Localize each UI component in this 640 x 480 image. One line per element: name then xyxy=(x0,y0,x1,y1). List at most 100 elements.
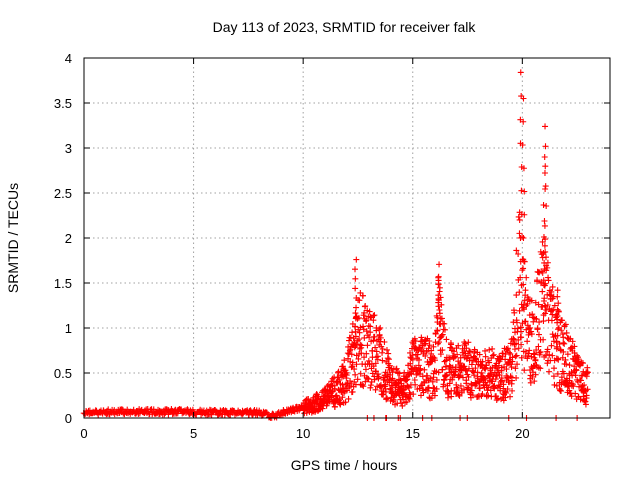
data-point-994 xyxy=(443,336,450,343)
data-point-1132 xyxy=(472,355,479,362)
data-point-1650 xyxy=(353,314,360,321)
data-point-1171 xyxy=(481,375,488,382)
data-point-621 xyxy=(363,350,370,357)
data-point-1288 xyxy=(507,393,514,400)
data-point-1239 xyxy=(496,371,503,378)
data-point-560 xyxy=(349,359,356,366)
data-point-986 xyxy=(441,358,448,365)
data-point-1460 xyxy=(544,360,551,367)
data-point-1081 xyxy=(462,340,469,347)
data-point-1340 xyxy=(518,334,525,341)
data-point-1677 xyxy=(519,304,526,311)
data-point-1694 xyxy=(542,163,549,170)
data-point-1101 xyxy=(465,365,472,372)
y-tick-label-4: 2 xyxy=(65,231,72,246)
data-point-1589 xyxy=(572,372,579,379)
data-point-1586 xyxy=(572,390,579,397)
data-point-1413 xyxy=(534,278,541,285)
data-point-1636 xyxy=(582,401,589,408)
data-point-1010 xyxy=(446,362,453,369)
data-point-1331 xyxy=(516,307,523,314)
data-point-721 xyxy=(384,395,391,402)
data-point-589 xyxy=(356,345,363,352)
data-point-627 xyxy=(364,342,371,349)
data-point-1712 xyxy=(554,313,561,320)
data-point-1053 xyxy=(456,373,463,380)
data-point-664 xyxy=(372,386,379,393)
data-point-916 xyxy=(426,394,433,401)
data-point-1334 xyxy=(517,274,524,281)
data-point-478 xyxy=(331,382,338,389)
data-point-944 xyxy=(432,357,439,364)
data-point-1537 xyxy=(560,370,567,377)
data-point-1438 xyxy=(540,336,547,343)
data-point-1546 xyxy=(563,361,570,368)
data-point-1118 xyxy=(470,368,477,375)
data-point-1310 xyxy=(511,346,518,353)
data-point-949 xyxy=(433,385,440,392)
data-point-1715 xyxy=(554,293,561,300)
y-tick-label-8: 4 xyxy=(65,51,72,66)
data-point-1401 xyxy=(531,351,538,358)
data-point-1648 xyxy=(352,333,359,340)
data-point-1702 xyxy=(541,218,548,224)
data-point-934 xyxy=(430,343,437,350)
data-point-1328 xyxy=(515,213,522,220)
data-point-1523 xyxy=(558,327,565,334)
data-point-1051 xyxy=(455,391,462,398)
data-point-1349 xyxy=(520,265,527,272)
data-point-1616 xyxy=(577,377,584,384)
data-point-1679 xyxy=(520,258,527,265)
y-tick-label-3: 1.5 xyxy=(54,276,72,291)
data-point-422 xyxy=(319,405,326,412)
data-point-1657 xyxy=(436,307,443,313)
data-point-1418 xyxy=(535,343,542,350)
data-point-1704 xyxy=(542,186,549,192)
data-point-1303 xyxy=(510,335,517,342)
data-point-765 xyxy=(393,365,400,372)
data-point-1564 xyxy=(566,362,573,369)
data-point-1126 xyxy=(471,346,478,353)
data-point-952 xyxy=(433,376,440,383)
data-point-351 xyxy=(303,409,310,416)
data-point-1468 xyxy=(546,351,553,358)
y-tick-label-1: 0.5 xyxy=(54,366,72,381)
data-point-652 xyxy=(369,347,376,354)
data-point-985 xyxy=(441,320,448,327)
y-tick-label-7: 3.5 xyxy=(54,96,72,111)
data-point-904 xyxy=(423,348,430,355)
data-point-877 xyxy=(418,334,425,341)
data-point-1678 xyxy=(520,281,527,288)
data-point-1436 xyxy=(539,238,546,245)
data-point-1042 xyxy=(453,384,460,391)
data-point-1016 xyxy=(447,340,454,347)
data-point-666 xyxy=(372,360,379,367)
data-point-554 xyxy=(348,351,355,358)
data-point-1043 xyxy=(454,351,461,358)
data-point-610 xyxy=(361,354,368,361)
data-point-622 xyxy=(363,317,370,324)
data-point-1686 xyxy=(520,95,527,102)
data-point-971 xyxy=(437,351,444,358)
data-point-1391 xyxy=(529,311,536,318)
data-point-1703 xyxy=(540,202,547,208)
data-point-1098 xyxy=(465,339,472,346)
data-point-511 xyxy=(339,381,346,388)
data-point-867 xyxy=(415,356,422,363)
data-point-618 xyxy=(362,303,369,310)
data-point-1510 xyxy=(554,370,561,377)
data-point-1400 xyxy=(531,378,538,385)
data-point-1319 xyxy=(513,352,520,359)
data-point-709 xyxy=(381,374,388,381)
data-point-1392 xyxy=(529,373,536,380)
data-point-1542 xyxy=(562,356,569,363)
data-point-671 xyxy=(373,327,380,334)
data-point-680 xyxy=(375,375,382,382)
data-point-1322 xyxy=(514,361,521,368)
data-point-539 xyxy=(345,355,352,362)
data-point-1575 xyxy=(569,338,576,345)
data-point-1697 xyxy=(540,298,547,304)
data-point-1680 xyxy=(520,235,527,241)
data-point-974 xyxy=(438,301,445,308)
data-point-585 xyxy=(355,355,362,362)
